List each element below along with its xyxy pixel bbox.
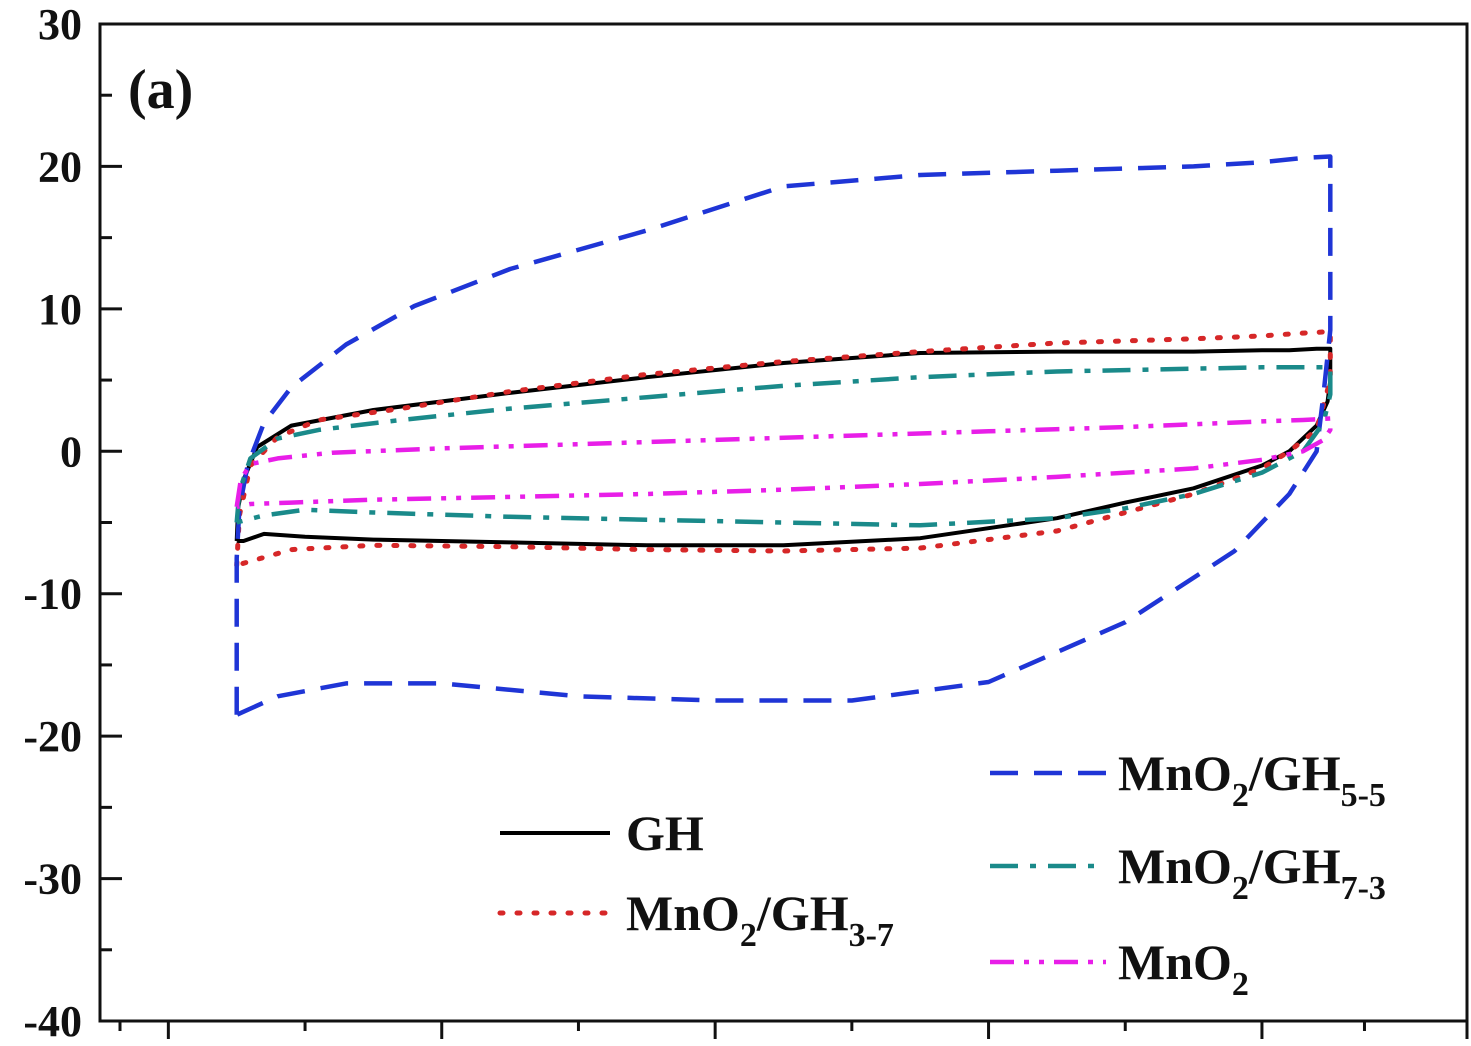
series-line	[234, 329, 1333, 568]
axes: 30 20 10 0 -10 -20 -30 -40	[23, 0, 1469, 1046]
y-tick-label: 20	[38, 142, 82, 191]
legend-label: MnO2/GH5-5	[1118, 745, 1386, 814]
series-line	[234, 346, 1333, 548]
legend-label: MnO2/GH3-7	[626, 885, 894, 954]
y-tick-label: 0	[60, 427, 82, 476]
y-tick-label: -30	[23, 855, 82, 904]
legend-label: MnO2/GH7-3	[1118, 838, 1386, 907]
panel-label: (a)	[128, 59, 193, 121]
legend-label: MnO2	[1118, 934, 1249, 1003]
series-layer	[234, 154, 1333, 717]
y-tick-label: -20	[23, 712, 82, 761]
y-tick-label: -40	[23, 997, 82, 1046]
legend: GH MnO2/GH3-7 MnO2/GH5-5 MnO2/GH7-3 MnO2	[497, 745, 1386, 1003]
legend-label: GH	[626, 805, 704, 861]
y-tick-label: -10	[23, 570, 82, 619]
series-line	[234, 365, 1333, 528]
y-tick-label: 10	[38, 285, 82, 334]
y-tick-label: 30	[38, 0, 82, 49]
